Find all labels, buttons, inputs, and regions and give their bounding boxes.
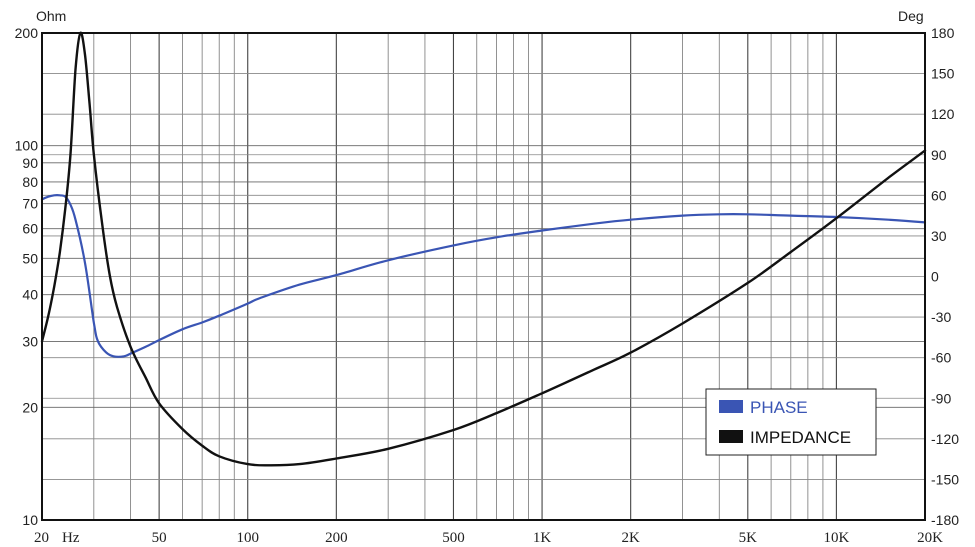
series-layer [40,31,927,467]
x-tick-label: 50 [152,530,167,546]
x-tick-label: 10K [823,530,849,546]
legend-swatch-impedance [719,430,743,443]
y-left-tick-label: 200 [15,25,39,41]
y-left-tick-label: 70 [22,196,38,212]
y-left-tick-label: 90 [22,155,38,171]
legend-swatch-phase [719,400,743,413]
x-tick-label: 500 [442,530,465,546]
plot-frame [41,32,926,521]
right-axis-unit: Deg [898,8,924,24]
x-axis-unit: Hz [62,530,80,546]
y-left-tick-label: 60 [22,221,38,237]
y-right-tick-label: 60 [931,187,947,203]
x-tick-label: 1K [533,530,552,546]
x-tick-label: 20 [34,530,49,546]
legend-label-impedance: IMPEDANCE [750,428,851,447]
x-tick-label: 2K [621,530,640,546]
y-right-tick-label: -60 [931,350,951,366]
y-right-tick-label: 180 [931,25,955,41]
x-tick-label: 200 [325,530,348,546]
y-right-tick-label: 30 [931,228,947,244]
y-right-tick-label: -150 [931,471,959,487]
y-left-tick-label: 80 [22,174,38,190]
y-right-tick-label: -120 [931,431,959,447]
y-left-tick-label: 30 [22,333,38,349]
series-line-impedance [40,31,927,467]
y-right-tick-label: 150 [931,66,955,82]
y-right-tick-label: -90 [931,390,951,406]
y-right-tick-label: 0 [931,269,939,285]
legend-label-phase: PHASE [750,398,808,417]
series-line-phase [40,194,927,358]
y-right-tick-label: -180 [931,512,959,528]
y-left-tick-label: 50 [22,250,38,266]
y-right-tick-label: 90 [931,147,947,163]
y-left-tick-label: 10 [22,512,38,528]
right-axis-ticks: 180 150 120 90 60 30 0 -30 -60 -90 -120 -150 -180 [931,25,959,528]
y-right-tick-label: -30 [931,309,951,325]
y-left-tick-label: 40 [22,287,38,303]
x-axis-ticks: 20 50 100 200 500 1K 2K 5K 10K 20K [34,530,943,546]
x-tick-label: 20K [917,530,943,546]
legend: PHASE IMPEDANCE [705,388,877,456]
y-left-tick-label: 20 [22,399,38,415]
x-tick-label: 5K [739,530,758,546]
y-right-tick-label: 120 [931,106,955,122]
x-tick-label: 100 [236,530,259,546]
left-axis-unit: Ohm [36,8,66,24]
y-left-tick-label: 100 [15,138,39,154]
